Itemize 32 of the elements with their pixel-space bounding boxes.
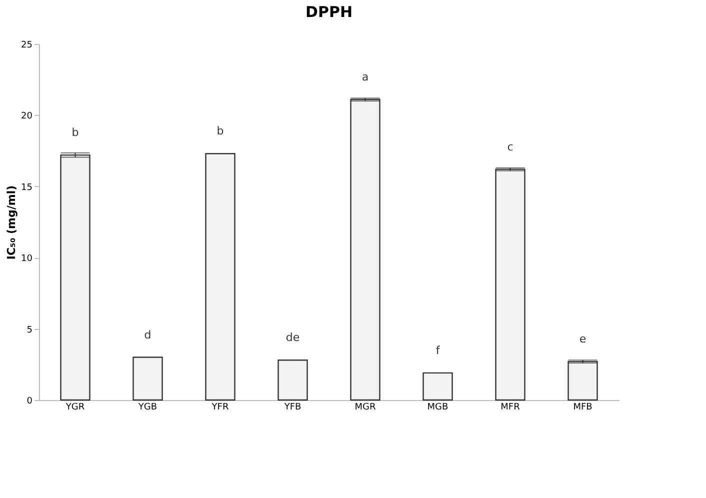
bar <box>132 356 163 401</box>
bar <box>205 153 236 401</box>
x-tick-label: MGB <box>427 402 448 412</box>
x-tick-label: MFB <box>573 402 592 412</box>
y-tick-label: 20 <box>21 112 33 122</box>
bar <box>350 98 380 401</box>
y-tick-label: 0 <box>26 396 33 406</box>
x-tick-label: YFB <box>283 402 302 412</box>
y-axis-title: IC₅₀ (mg/ml) <box>5 185 18 260</box>
x-tick-label: YFR <box>210 402 229 412</box>
x-tick-label: YGR <box>64 402 85 412</box>
y-tick-label: 10 <box>21 254 33 264</box>
bar <box>422 372 453 401</box>
annotation: b <box>72 126 79 140</box>
bar <box>60 154 90 401</box>
annotation: d <box>144 328 152 342</box>
y-tick-label: 5 <box>26 325 32 336</box>
annotation: b <box>216 124 224 138</box>
bar <box>278 360 308 401</box>
annotation: a <box>362 70 369 84</box>
annotation: e <box>579 332 586 346</box>
x-tick-label: YGB <box>137 402 158 412</box>
bar <box>568 360 598 401</box>
x-tick-label: MFR <box>500 402 520 412</box>
y-tick-label: 25 <box>21 40 32 50</box>
y-tick-label: 15 <box>21 182 32 193</box>
x-tick-label: MGR <box>354 402 376 412</box>
annotation: de <box>286 331 300 344</box>
annotation: f <box>436 344 441 357</box>
annotation: c <box>507 140 514 154</box>
chart-title: DPPH <box>306 3 352 21</box>
bar <box>495 168 526 401</box>
